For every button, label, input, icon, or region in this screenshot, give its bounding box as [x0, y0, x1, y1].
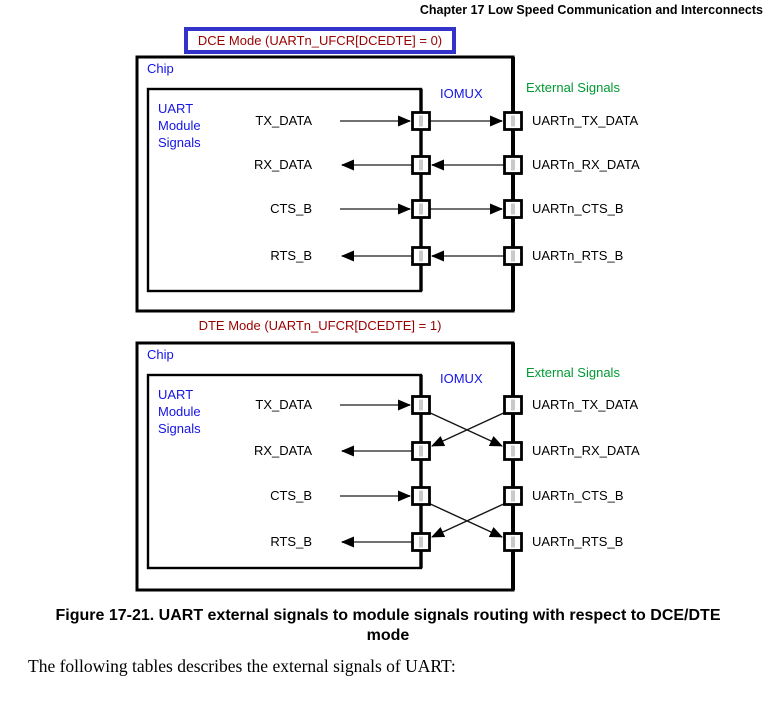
dce-internal-signal-cts: CTS_B [270, 201, 312, 216]
dte-internal-signal-cts: CTS_B [270, 488, 312, 503]
dte-mode-title: DTE Mode (UARTn_UFCR[DCEDTE] = 1) [198, 318, 442, 333]
dte-internal-signal-tx: TX_DATA [255, 397, 312, 412]
dte-module-label: UART Module Signals [158, 387, 201, 436]
dce-external-signal-tx: UARTn_TX_DATA [532, 113, 639, 128]
dce-internal-signal-rts: RTS_B [270, 248, 312, 263]
dce-mode-title-box: DCE Mode (UARTn_UFCR[DCEDTE] = 0) [184, 27, 456, 54]
dce-module-label: UART Module Signals [158, 101, 201, 150]
iomux-pads-dce [411, 111, 523, 266]
dce-external-signal-rx: UARTn_RX_DATA [532, 157, 640, 172]
figure-caption-line2: mode [366, 627, 410, 645]
chapter-header: Chapter 17 Low Speed Communication and I… [419, 3, 763, 17]
dte-internal-signal-rts: RTS_B [270, 534, 312, 549]
dce-external-signal-rts: UARTn_RTS_B [532, 248, 624, 263]
dce-iomux-label: IOMUX [440, 86, 483, 101]
dte-external-signal-rts: UARTn_RTS_B [532, 534, 624, 549]
iomux-pads-dte [411, 395, 523, 552]
dce-internal-signal-tx: TX_DATA [255, 113, 312, 128]
dte-iomux-label: IOMUX [440, 371, 483, 386]
dte-diagram-graphics [135, 341, 523, 592]
dce-external-signals-header: External Signals [526, 80, 620, 95]
dte-external-signal-tx: UARTn_TX_DATA [532, 397, 639, 412]
dte-external-signal-rx: UARTn_RX_DATA [532, 443, 640, 458]
figure-caption-line1: Figure 17-21. UART external signals to m… [55, 607, 721, 624]
dce-diagram-graphics [135, 55, 523, 313]
figure-caption: Figure 17-21. UART external signals to m… [0, 606, 776, 647]
dte-external-signals-header: External Signals [526, 365, 620, 380]
dce-internal-signal-rx: RX_DATA [253, 157, 312, 172]
dte-external-signal-cts: UARTn_CTS_B [532, 488, 624, 503]
dte-chip-label: Chip [147, 347, 174, 362]
dce-external-signal-cts: UARTn_CTS_B [532, 201, 624, 216]
dte-internal-signal-rx: RX_DATA [253, 443, 312, 458]
dce-chip-label: Chip [147, 61, 174, 76]
body-paragraph: The following tables describes the exter… [28, 656, 456, 676]
